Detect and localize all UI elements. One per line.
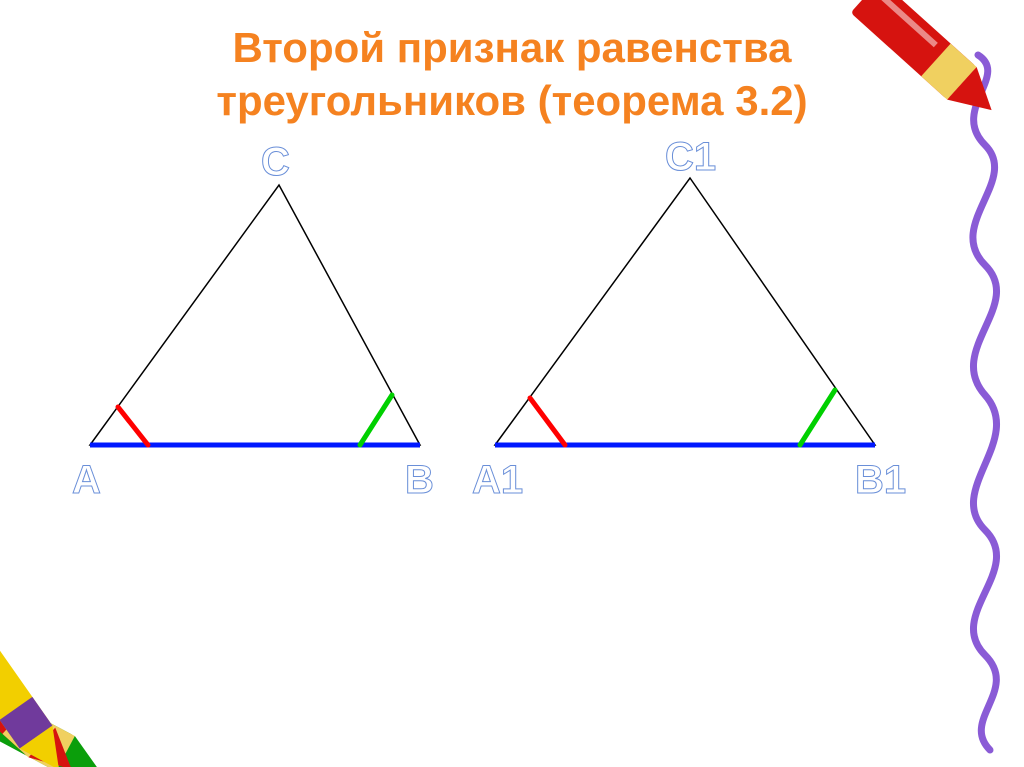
vertex-label-A1: A1 — [472, 458, 523, 503]
triangle-A1B1C1 — [495, 178, 875, 445]
diagram-stage — [0, 0, 1024, 767]
crayon-cluster — [0, 607, 110, 767]
vertex-label-B1: B1 — [855, 458, 906, 503]
vertex-label-B: B — [405, 458, 434, 503]
vertex-label-A: A — [72, 458, 101, 503]
vertex-label-C1: C1 — [665, 135, 716, 180]
vertex-label-C: C — [261, 140, 290, 185]
triangle-ABC — [90, 185, 420, 445]
squiggle-decoration — [973, 55, 997, 750]
